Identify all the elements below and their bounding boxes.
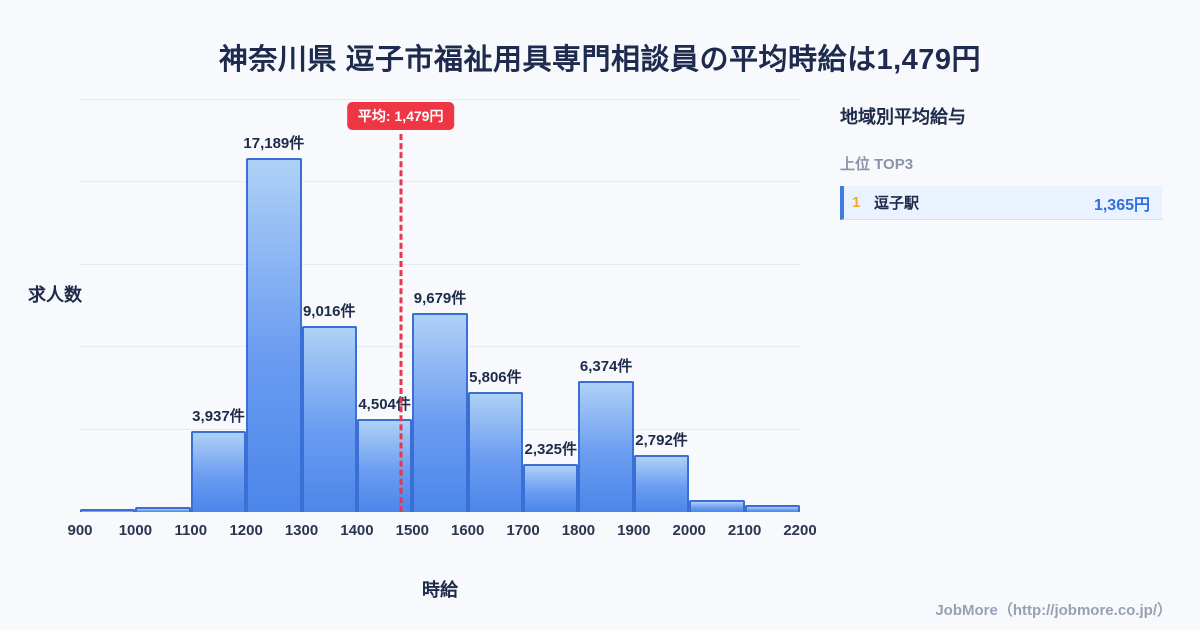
panel-heading: 地域別平均給与	[840, 107, 966, 127]
x-axis-ticks: 900 1000 1100 1200 1300 1400 1500 1600 1700 1800 1…	[67, 522, 816, 542]
x-tick-label: 1700	[506, 522, 540, 539]
x-tick-label: 1600	[451, 522, 485, 539]
panel-subheading: 上位 TOP3	[840, 156, 914, 173]
histogram-bar	[689, 499, 745, 512]
region-salary-panel: 地域別平均給与 上位 TOP3 1 逗子駅 1,365円	[840, 103, 1162, 220]
histogram-bar	[301, 326, 357, 512]
station-name: 逗子駅	[874, 195, 920, 212]
histogram-bar	[578, 380, 634, 512]
bar-value-label: 9,679件	[413, 289, 467, 307]
plot-area: 平均: 1,479円 3,937件 17,189件 9,016件 4,504件 9,67…	[80, 99, 800, 512]
bar-value-label: 17,189件	[243, 134, 305, 152]
x-tick-label: 1200	[229, 522, 263, 539]
x-tick-label: 1100	[174, 522, 208, 539]
x-tick-label: 1300	[284, 522, 319, 539]
bar-value-label: 2,792件	[635, 431, 688, 449]
histogram-bar	[246, 157, 302, 512]
bar-value-label: 3,937件	[192, 407, 245, 425]
x-tick-label: 1000	[118, 522, 153, 539]
site-credit: JobMore（http://jobmore.co.jp/）	[935, 602, 1172, 619]
x-tick-label: 2200	[783, 522, 817, 539]
histogram-bar	[523, 464, 579, 512]
histogram-bar	[356, 419, 413, 512]
x-tick-label: 1400	[340, 522, 374, 539]
histogram-bar	[744, 504, 800, 512]
bar-value-label: 4,504件	[358, 396, 411, 414]
x-tick-label: 1900	[617, 522, 651, 539]
histogram-bar	[467, 392, 524, 512]
x-axis-label: 時給	[422, 580, 458, 600]
average-badge: 平均: 1,479円	[346, 102, 455, 130]
average-line	[399, 134, 403, 512]
histogram-bar	[190, 430, 247, 512]
gridline	[80, 263, 800, 265]
x-tick-label: 900	[67, 522, 93, 539]
histogram-bar	[135, 506, 191, 512]
bar-value-label: 5,806件	[469, 369, 522, 387]
gridline	[80, 99, 800, 100]
x-tick-label: 2000	[672, 522, 706, 539]
histogram-bar	[633, 454, 690, 512]
histogram-bar	[80, 508, 136, 512]
x-tick-label: 2100	[727, 522, 762, 539]
x-tick-label: 1500	[395, 522, 429, 539]
bar-value-label: 9,016件	[302, 303, 356, 321]
y-axis-label: 求人数	[28, 285, 82, 305]
ranking-row: 1 逗子駅 1,365円	[840, 186, 1162, 220]
page-title: 神奈川県 逗子市福祉用具専門相談員の平均時給は1,479円	[218, 44, 982, 76]
bar-value-label: 2,325件	[524, 441, 578, 459]
station-average-wage: 1,365円	[1093, 196, 1150, 214]
bar-value-label: 6,374件	[579, 357, 633, 375]
x-tick-label: 1800	[561, 522, 596, 539]
gridline	[80, 181, 800, 183]
rank-number: 1	[852, 194, 861, 211]
histogram-bar	[412, 312, 468, 512]
